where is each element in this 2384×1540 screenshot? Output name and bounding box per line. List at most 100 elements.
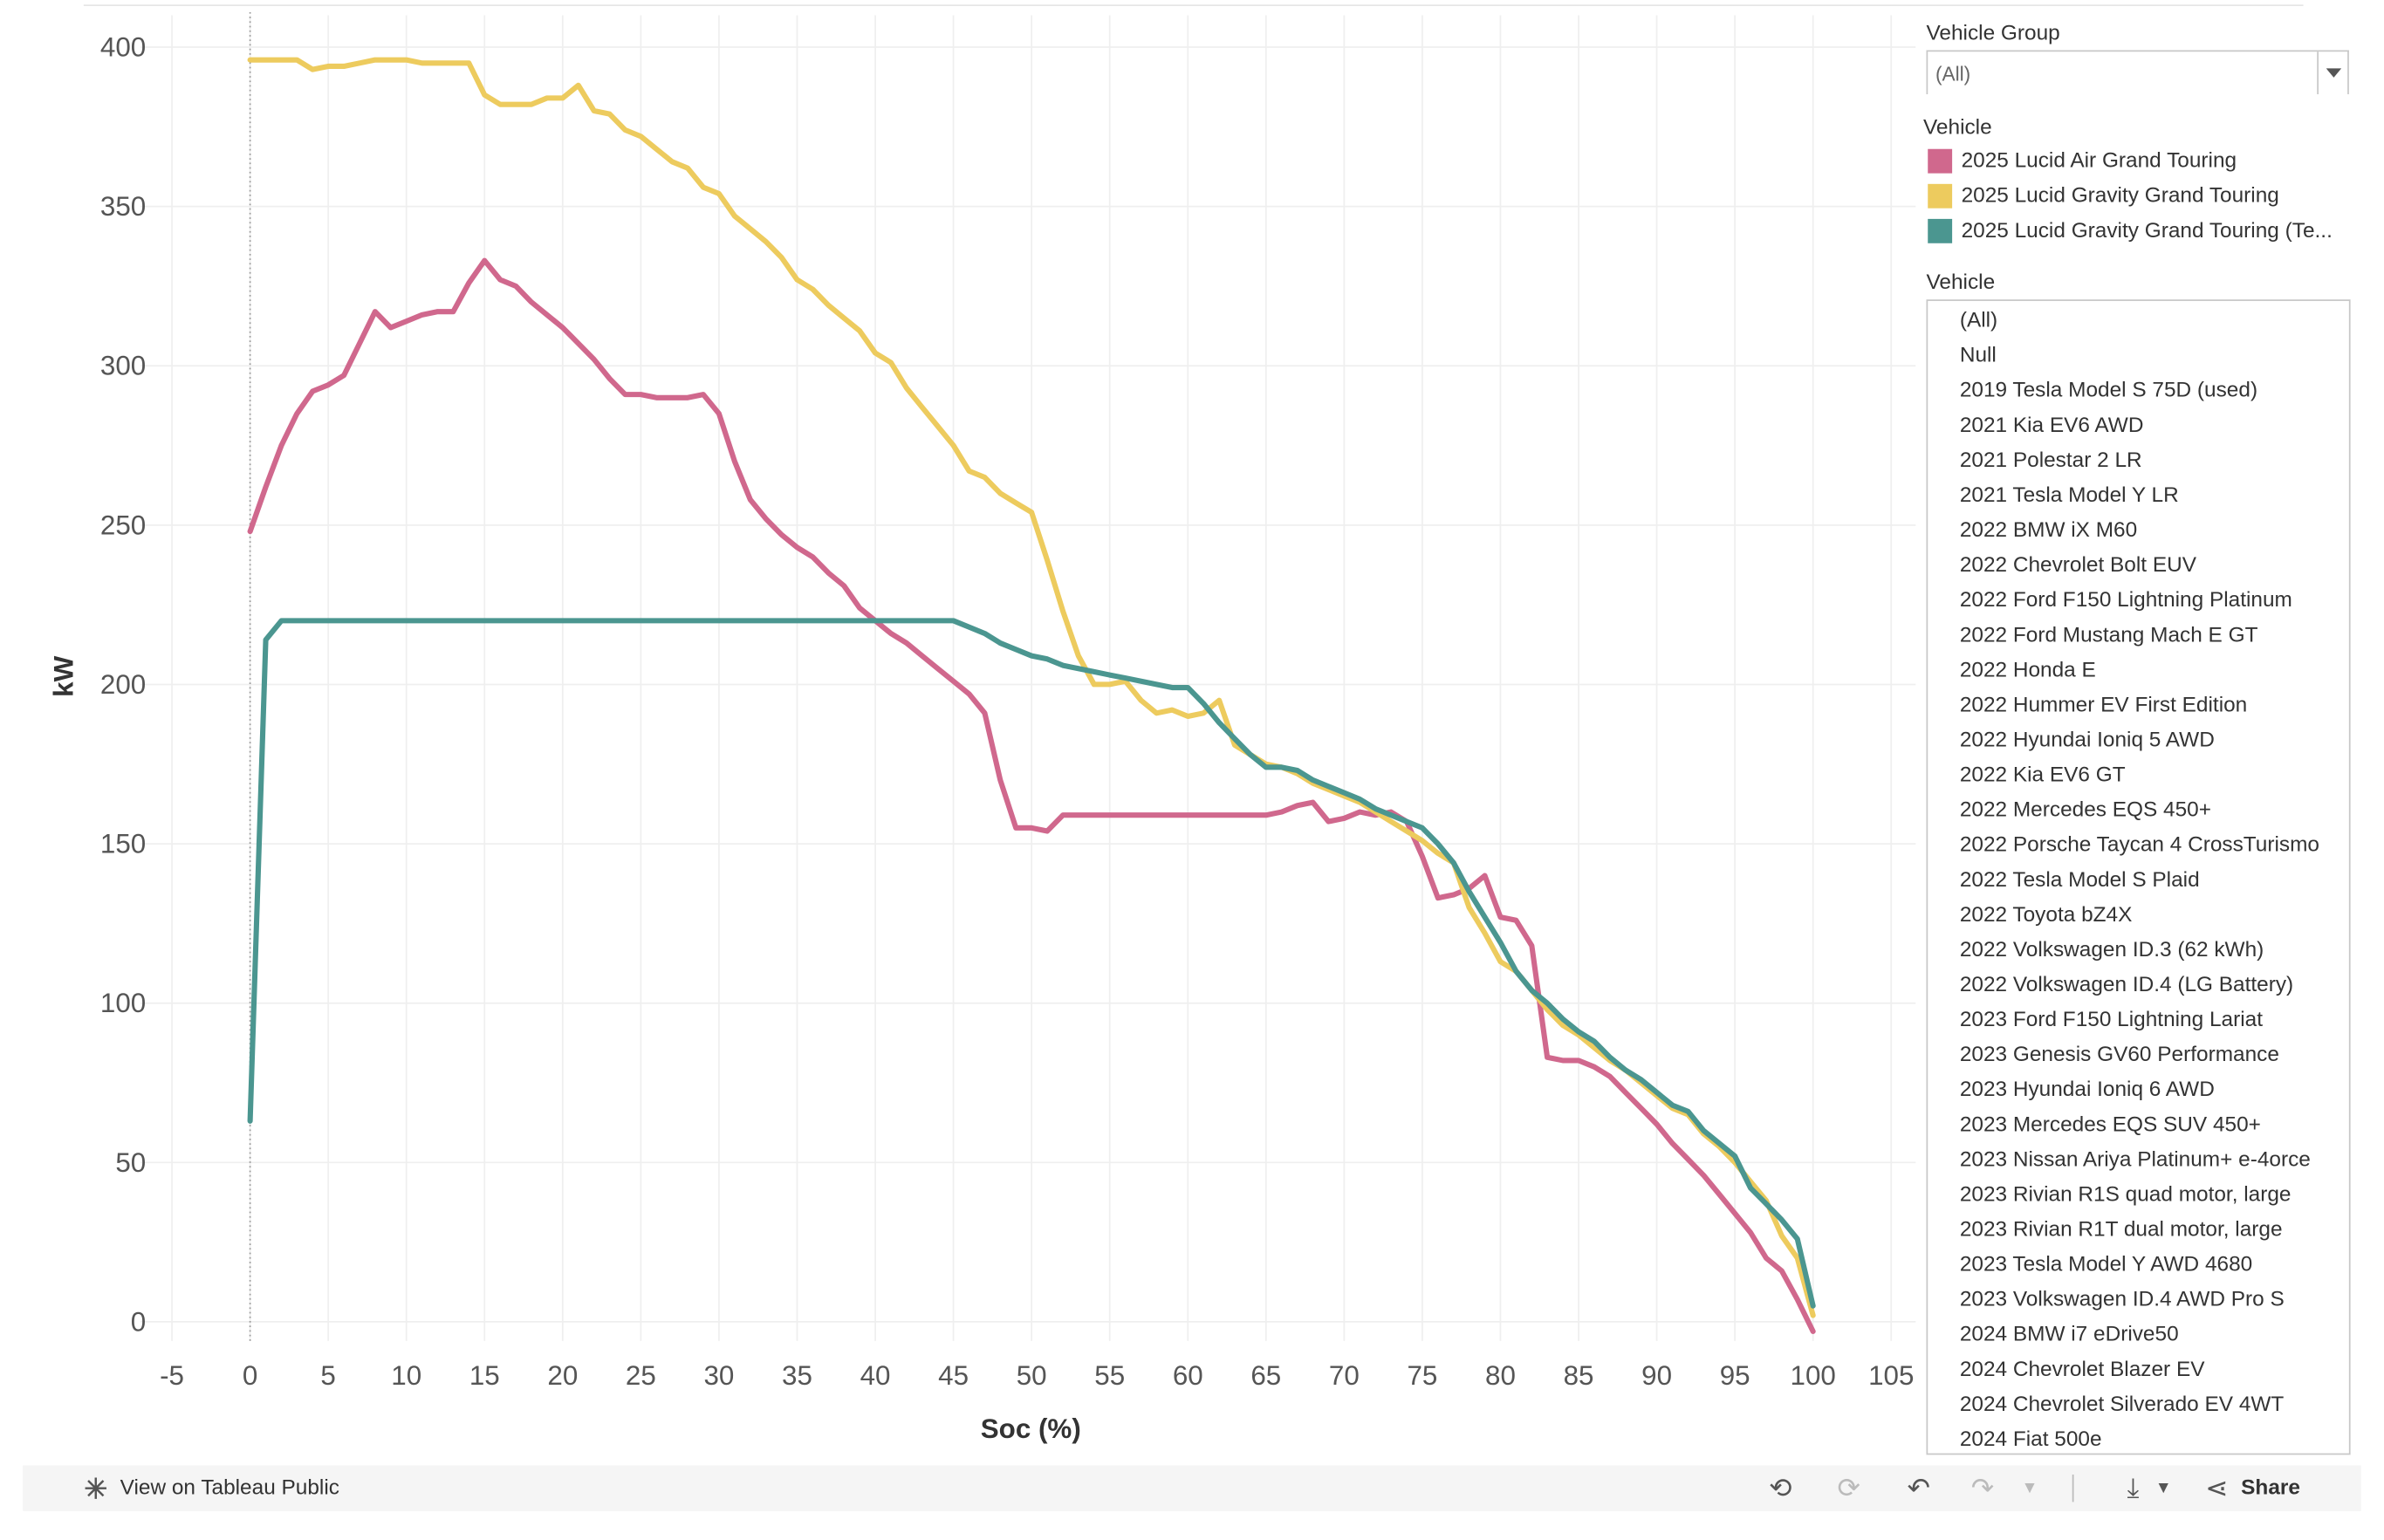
chevron-down-icon[interactable]: ▼ bbox=[2155, 1479, 2172, 1498]
vehicle-filter-list[interactable]: (All) Null 2019 Tesla Model S 75D (used) 20… bbox=[1926, 299, 2351, 1455]
vehicle-list-item[interactable]: 2022 Volkswagen ID.4 (LG Battery) bbox=[1959, 971, 2294, 996]
vehicle-list-item[interactable]: 2022 Porsche Taycan 4 CrossTurismo bbox=[1959, 832, 2319, 856]
vehicle-group-selected-value: (All) bbox=[1935, 62, 1971, 86]
vehicle-list-item[interactable]: 2023 Mercedes EQS SUV 450+ bbox=[1959, 1111, 2261, 1136]
vehicle-list-item[interactable]: 2022 Mercedes EQS 450+ bbox=[1959, 796, 2211, 821]
y-tick-label: 200 bbox=[100, 669, 146, 700]
refresh-icon[interactable]: ↷ bbox=[1970, 1473, 1995, 1504]
y-tick-label: 400 bbox=[100, 31, 146, 62]
x-tick-label: 70 bbox=[1329, 1360, 1360, 1391]
x-tick-label: 30 bbox=[703, 1360, 734, 1391]
legend-label: 2025 Lucid Air Grand Touring bbox=[1961, 147, 2237, 172]
charging-curve-chart: 0 50 100 150 200 250 300 350 400 -5 0 5 10 15 20 25 30 3… bbox=[49, 11, 1916, 1444]
vehicle-list-item[interactable]: 2022 Volkswagen ID.3 (62 kWh) bbox=[1959, 936, 2264, 962]
vehicle-group-dropdown[interactable]: (All) bbox=[1926, 50, 2349, 95]
chevron-down-icon[interactable] bbox=[2317, 51, 2347, 95]
x-tick-label: 75 bbox=[1407, 1360, 1437, 1391]
x-tick-label: 90 bbox=[1641, 1360, 1672, 1391]
vehicle-list-item[interactable]: 2021 Polestar 2 LR bbox=[1959, 447, 2142, 472]
undo-icon[interactable]: ⟲ bbox=[1769, 1473, 1792, 1504]
vehicle-list-item[interactable]: 2022 Chevrolet Bolt EUV bbox=[1959, 551, 2196, 577]
vehicle-list-item[interactable]: 2023 Hyundai Ioniq 6 AWD bbox=[1959, 1076, 2215, 1101]
y-tick-label: 150 bbox=[100, 829, 146, 859]
series-line-1 bbox=[247, 257, 1816, 1334]
y-tick-label: 0 bbox=[131, 1306, 146, 1337]
y-axis-title: kW bbox=[49, 655, 79, 696]
vehicle-list-item[interactable]: 2023 Rivian R1T dual motor, large bbox=[1959, 1215, 2283, 1241]
x-axis-title: Soc (%) bbox=[981, 1413, 1081, 1444]
vehicle-list-item[interactable]: 2023 Volkswagen ID.4 AWD Pro S bbox=[1959, 1285, 2285, 1311]
x-axis-ticks: -5 0 5 10 15 20 25 30 35 40 45 50 55 60 65 70 75 80 85 90 95… bbox=[160, 1360, 1914, 1391]
x-tick-label: 50 bbox=[1017, 1360, 1047, 1391]
x-tick-label: 5 bbox=[320, 1360, 335, 1391]
x-tick-label: 10 bbox=[391, 1360, 421, 1391]
vehicle-list-item[interactable]: 2022 BMW iX M60 bbox=[1959, 517, 2138, 542]
tableau-logo-icon bbox=[85, 1477, 106, 1499]
gridlines bbox=[140, 15, 1916, 1341]
y-tick-label: 300 bbox=[100, 351, 146, 381]
vehicle-list-item[interactable]: 2019 Tesla Model S 75D (used) bbox=[1959, 377, 2258, 401]
vehicle-list-item[interactable]: 2022 Kia EV6 GT bbox=[1959, 761, 2126, 786]
x-tick-label: 105 bbox=[1868, 1360, 1914, 1391]
top-divider bbox=[83, 4, 2304, 6]
x-tick-label: 55 bbox=[1094, 1360, 1125, 1391]
series-line-3 bbox=[247, 618, 1816, 1309]
vehicle-list-item[interactable]: Null bbox=[1959, 342, 1997, 366]
share-button[interactable]: Share bbox=[2241, 1475, 2300, 1499]
vehicle-list-item[interactable]: 2022 Ford F150 Lightning Platinum bbox=[1959, 586, 2292, 612]
vehicle-list-item[interactable]: 2022 Tesla Model S Plaid bbox=[1959, 866, 2200, 891]
x-tick-label: 45 bbox=[938, 1360, 969, 1391]
vehicle-list-item[interactable]: (All) bbox=[1959, 306, 1998, 332]
vehicle-filter-title: Vehicle bbox=[1926, 269, 1996, 294]
y-tick-label: 350 bbox=[100, 191, 146, 222]
vehicle-list-item[interactable]: 2023 Nissan Ariya Platinum+ e-4orce bbox=[1959, 1146, 2311, 1171]
x-tick-label: 35 bbox=[782, 1360, 812, 1391]
vehicle-list-item[interactable]: 2024 Chevrolet Silverado EV 4WT bbox=[1959, 1391, 2285, 1416]
vehicle-list-item[interactable]: 2021 Kia EV6 AWD bbox=[1959, 412, 2144, 437]
x-tick-label: 0 bbox=[243, 1360, 257, 1391]
x-tick-label: 40 bbox=[860, 1360, 891, 1391]
vehicle-list-item[interactable]: 2024 BMW i7 eDrive50 bbox=[1959, 1321, 2179, 1345]
revert-icon[interactable]: ↶ bbox=[1907, 1473, 1930, 1504]
download-icon[interactable]: ⤓ bbox=[2127, 1473, 2140, 1504]
vehicle-list-item[interactable]: 2023 Rivian R1S quad motor, large bbox=[1959, 1181, 2292, 1206]
vehicle-list-item[interactable]: 2022 Ford Mustang Mach E GT bbox=[1959, 621, 2258, 647]
x-tick-label: 95 bbox=[1720, 1360, 1750, 1391]
vehicle-list-item[interactable]: 2022 Hummer EV First Edition bbox=[1959, 691, 2248, 716]
series-line-2 bbox=[247, 57, 1816, 1318]
vehicle-list-item[interactable]: 2022 Hyundai Ioniq 5 AWD bbox=[1959, 726, 2215, 751]
x-tick-label: 85 bbox=[1564, 1360, 1594, 1391]
legend-label: 2025 Lucid Gravity Grand Touring bbox=[1961, 182, 2279, 207]
vehicle-list-item[interactable]: 2022 Toyota bZ4X bbox=[1959, 901, 2133, 927]
vehicle-list-item[interactable]: 2024 Chevrolet Blazer EV bbox=[1959, 1356, 2205, 1381]
tableau-toolbar: View on Tableau Public ⟲ ⟳ ↶ ↷ ▼ ⤓ ▼ ⋖ S… bbox=[23, 1465, 2361, 1511]
series-lines bbox=[247, 57, 1816, 1334]
vehicle-list-item[interactable]: 2021 Tesla Model Y LR bbox=[1959, 482, 2179, 507]
y-axis-ticks: 0 50 100 150 200 250 300 350 400 bbox=[100, 31, 146, 1337]
x-tick-label: 25 bbox=[626, 1360, 656, 1391]
x-tick-label: 65 bbox=[1250, 1360, 1281, 1391]
y-tick-label: 50 bbox=[115, 1147, 146, 1178]
legend-swatch bbox=[1928, 183, 1953, 209]
vehicle-list-item[interactable]: 2022 Honda E bbox=[1959, 656, 2096, 681]
vehicle-list-item[interactable]: 2023 Genesis GV60 Performance bbox=[1959, 1041, 2279, 1066]
y-tick-label: 100 bbox=[100, 988, 146, 1018]
x-tick-label: 80 bbox=[1485, 1360, 1516, 1391]
legend-title: Vehicle bbox=[1923, 113, 1992, 139]
legend-swatch bbox=[1928, 148, 1953, 174]
vehicle-list-item[interactable]: 2024 Fiat 500e bbox=[1959, 1426, 2102, 1451]
share-icon[interactable]: ⋖ bbox=[2205, 1473, 2229, 1504]
vehicle-list-item[interactable]: 2023 Ford F150 Lightning Lariat bbox=[1959, 1006, 2263, 1031]
view-on-tableau-link[interactable]: View on Tableau Public bbox=[120, 1475, 339, 1499]
legend-swatch bbox=[1928, 218, 1953, 243]
toolbar-divider bbox=[2072, 1475, 2074, 1502]
chevron-down-icon[interactable]: ▼ bbox=[2021, 1479, 2038, 1498]
vehicle-group-filter-title: Vehicle Group bbox=[1926, 19, 2060, 44]
x-tick-label: 20 bbox=[547, 1360, 578, 1391]
redo-icon[interactable]: ⟳ bbox=[1837, 1473, 1860, 1504]
legend-label: 2025 Lucid Gravity Grand Touring (Te... bbox=[1961, 217, 2333, 243]
y-tick-label: 250 bbox=[100, 510, 146, 540]
vehicle-list-item[interactable]: 2023 Tesla Model Y AWD 4680 bbox=[1959, 1250, 2253, 1276]
x-tick-label: -5 bbox=[160, 1360, 184, 1391]
